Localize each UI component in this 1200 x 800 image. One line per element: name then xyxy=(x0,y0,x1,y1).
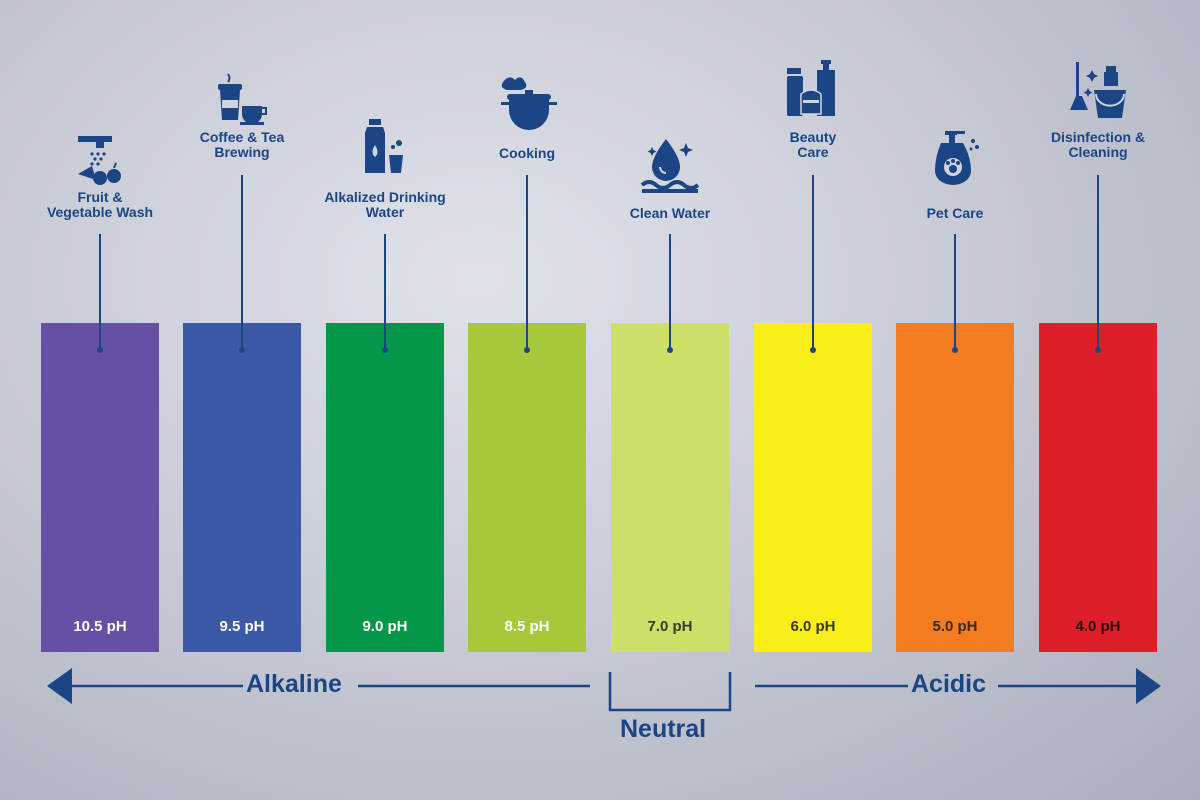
ph-column: Alkalized Drinking Water 9.0 pH xyxy=(324,0,446,800)
ph-value: 4.0 pH xyxy=(1075,618,1121,635)
use-label: Cooking xyxy=(499,145,555,161)
cleaning-supplies-icon xyxy=(1068,60,1128,120)
connector-dot xyxy=(524,347,530,353)
ph-column: Fruit & Vegetable Wash 10.5 pH xyxy=(41,0,159,800)
use-label: Coffee & Tea Brewing xyxy=(199,129,285,160)
ph-value: 10.5 pH xyxy=(73,618,127,635)
cosmetics-icon xyxy=(783,58,843,118)
ph-bar xyxy=(611,323,729,652)
use-label: Pet Care xyxy=(926,205,984,221)
connector-dot xyxy=(239,347,245,353)
ph-column: Cooking 8.5 pH xyxy=(468,0,586,800)
use-label: Disinfection & Cleaning xyxy=(1050,129,1146,160)
ph-bar xyxy=(896,323,1014,652)
ph-bar xyxy=(468,323,586,652)
right-arrowhead xyxy=(1136,668,1161,704)
use-label: Beauty Care xyxy=(789,129,837,160)
ph-value: 8.5 pH xyxy=(504,618,550,635)
acidic-label: Acidic xyxy=(911,670,987,698)
ph-value: 6.0 pH xyxy=(790,618,836,635)
ph-value: 9.0 pH xyxy=(362,618,408,635)
connector-line xyxy=(812,175,814,350)
connector-line xyxy=(954,234,956,350)
faucet-fruit-icon xyxy=(70,130,130,190)
connector-dot xyxy=(810,347,816,353)
pet-shampoo-icon xyxy=(925,127,985,187)
connector-dot xyxy=(667,347,673,353)
ph-bar xyxy=(183,323,301,652)
cooking-pot-icon xyxy=(497,72,557,132)
ph-bar xyxy=(326,323,444,652)
water-bottle-icon xyxy=(355,117,415,177)
connector-dot xyxy=(1095,347,1101,353)
connector-line xyxy=(99,234,101,350)
ph-value: 9.5 pH xyxy=(219,618,265,635)
ph-bar xyxy=(41,323,159,652)
left-arrowhead xyxy=(47,668,72,704)
coffee-cup-icon xyxy=(212,70,272,130)
connector-line xyxy=(1097,175,1099,350)
ph-column: Pet Care 5.0 pH xyxy=(896,0,1014,800)
use-label: Clean Water xyxy=(629,205,711,221)
ph-column: Coffee & Tea Brewing 9.5 pH xyxy=(183,0,301,800)
ph-column: Beauty Care 6.0 pH xyxy=(754,0,872,800)
connector-line xyxy=(384,234,386,350)
connector-dot xyxy=(952,347,958,353)
neutral-bracket xyxy=(608,672,732,712)
use-label: Fruit & Vegetable Wash xyxy=(46,189,154,220)
connector-dot xyxy=(97,347,103,353)
water-drop-icon xyxy=(640,133,700,193)
ph-value: 7.0 pH xyxy=(647,618,693,635)
ph-bar xyxy=(754,323,872,652)
ph-value: 5.0 pH xyxy=(932,618,978,635)
ph-bar xyxy=(1039,323,1157,652)
ph-column: Disinfection & Cleaning 4.0 pH xyxy=(1039,0,1157,800)
use-label: Alkalized Drinking Water xyxy=(324,189,446,220)
connector-line xyxy=(669,234,671,350)
connector-line xyxy=(241,175,243,350)
ph-column: Clean Water 7.0 pH xyxy=(611,0,729,800)
neutral-label: Neutral xyxy=(620,715,707,743)
connector-dot xyxy=(382,347,388,353)
alkaline-label: Alkaline xyxy=(246,670,342,698)
connector-line xyxy=(526,175,528,350)
